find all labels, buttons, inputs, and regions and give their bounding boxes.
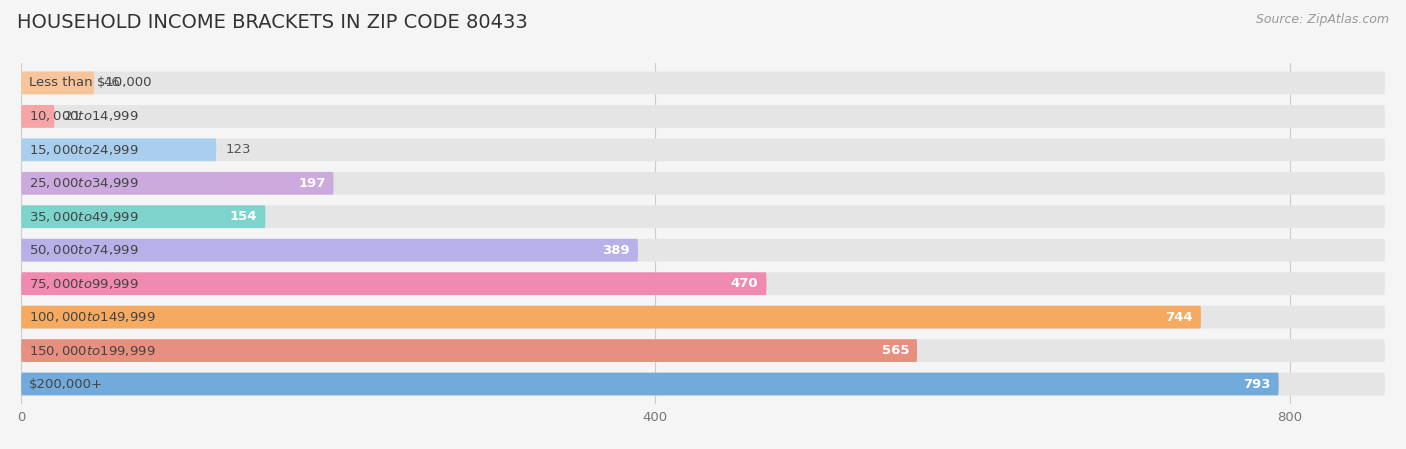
FancyBboxPatch shape — [21, 172, 333, 195]
Text: $35,000 to $49,999: $35,000 to $49,999 — [30, 210, 139, 224]
Text: 389: 389 — [602, 244, 630, 257]
Text: 46: 46 — [104, 76, 121, 89]
Text: 470: 470 — [731, 277, 758, 290]
Text: $10,000 to $14,999: $10,000 to $14,999 — [30, 110, 139, 123]
FancyBboxPatch shape — [21, 373, 1385, 396]
FancyBboxPatch shape — [21, 105, 1385, 128]
Text: $75,000 to $99,999: $75,000 to $99,999 — [30, 277, 139, 291]
FancyBboxPatch shape — [21, 138, 1385, 161]
FancyBboxPatch shape — [21, 306, 1201, 329]
FancyBboxPatch shape — [21, 71, 1385, 94]
FancyBboxPatch shape — [21, 306, 1385, 329]
FancyBboxPatch shape — [21, 205, 1385, 228]
FancyBboxPatch shape — [21, 172, 1385, 195]
FancyBboxPatch shape — [21, 339, 917, 362]
FancyBboxPatch shape — [21, 138, 217, 161]
Text: 21: 21 — [63, 110, 82, 123]
FancyBboxPatch shape — [21, 239, 1385, 262]
Text: 565: 565 — [882, 344, 910, 357]
FancyBboxPatch shape — [21, 272, 1385, 295]
Text: $150,000 to $199,999: $150,000 to $199,999 — [30, 343, 156, 357]
Text: $200,000+: $200,000+ — [30, 378, 103, 391]
Text: HOUSEHOLD INCOME BRACKETS IN ZIP CODE 80433: HOUSEHOLD INCOME BRACKETS IN ZIP CODE 80… — [17, 13, 527, 32]
Text: 744: 744 — [1166, 311, 1194, 324]
FancyBboxPatch shape — [21, 105, 55, 128]
Text: $15,000 to $24,999: $15,000 to $24,999 — [30, 143, 139, 157]
Text: Source: ZipAtlas.com: Source: ZipAtlas.com — [1256, 13, 1389, 26]
Text: 197: 197 — [298, 177, 326, 190]
FancyBboxPatch shape — [21, 71, 94, 94]
Text: $100,000 to $149,999: $100,000 to $149,999 — [30, 310, 156, 324]
FancyBboxPatch shape — [21, 205, 266, 228]
Text: 154: 154 — [229, 210, 257, 223]
Text: Less than $10,000: Less than $10,000 — [30, 76, 152, 89]
Text: 123: 123 — [226, 143, 252, 156]
FancyBboxPatch shape — [21, 339, 1385, 362]
FancyBboxPatch shape — [21, 239, 638, 262]
Text: $25,000 to $34,999: $25,000 to $34,999 — [30, 176, 139, 190]
FancyBboxPatch shape — [21, 373, 1278, 396]
Text: $50,000 to $74,999: $50,000 to $74,999 — [30, 243, 139, 257]
Text: 793: 793 — [1243, 378, 1271, 391]
FancyBboxPatch shape — [21, 272, 766, 295]
